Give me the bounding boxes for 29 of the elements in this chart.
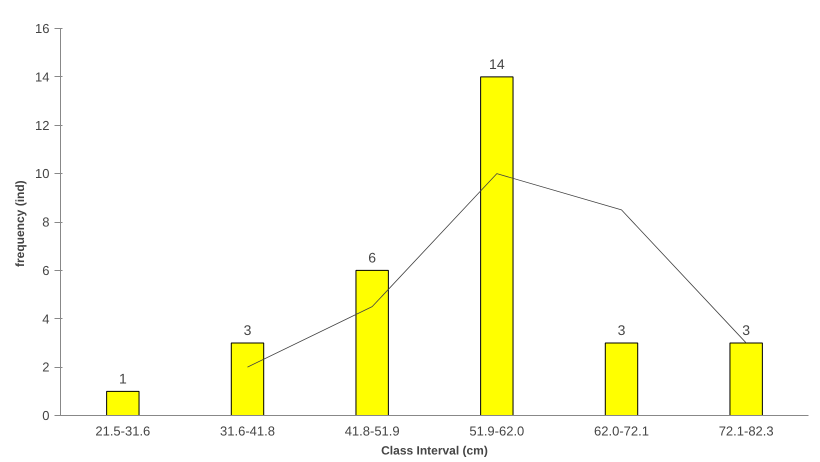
data-label: 3 (244, 322, 252, 338)
x-tick-label: 41.8-51.9 (344, 424, 400, 438)
x-tick-label: 72.1-82.3 (718, 424, 774, 438)
data-label: 3 (618, 322, 626, 338)
y-tick-label: 8 (42, 214, 50, 230)
y-tick-label: 16 (35, 21, 50, 36)
y-tick-label: 4 (42, 311, 50, 326)
bar (106, 390, 140, 416)
data-label: 14 (489, 56, 505, 72)
x-tick-label: 21.5-31.6 (95, 424, 150, 438)
bar (480, 76, 514, 416)
data-label: 6 (368, 249, 376, 266)
bar (729, 342, 763, 416)
y-tick-label: 10 (35, 166, 50, 182)
y-tick-label: 2 (42, 360, 50, 375)
y-axis-title: frequency (ind) (13, 180, 28, 268)
bar (230, 342, 264, 416)
y-tick-label: 6 (42, 262, 50, 278)
bar (604, 342, 638, 416)
data-label: 1 (118, 370, 127, 386)
x-axis-title: Class Interval (cm) (381, 444, 488, 458)
y-tick-label: 14 (35, 69, 50, 84)
bar (355, 270, 389, 416)
x-tick-label: 31.6-41.8 (220, 424, 275, 438)
x-tick-label: 51.9-62.0 (469, 424, 524, 438)
y-tick-label: 0 (42, 408, 50, 423)
y-tick-label: 12 (35, 118, 50, 133)
data-label: 3 (742, 322, 750, 338)
x-tick-label: 62.0-72.1 (594, 424, 649, 438)
